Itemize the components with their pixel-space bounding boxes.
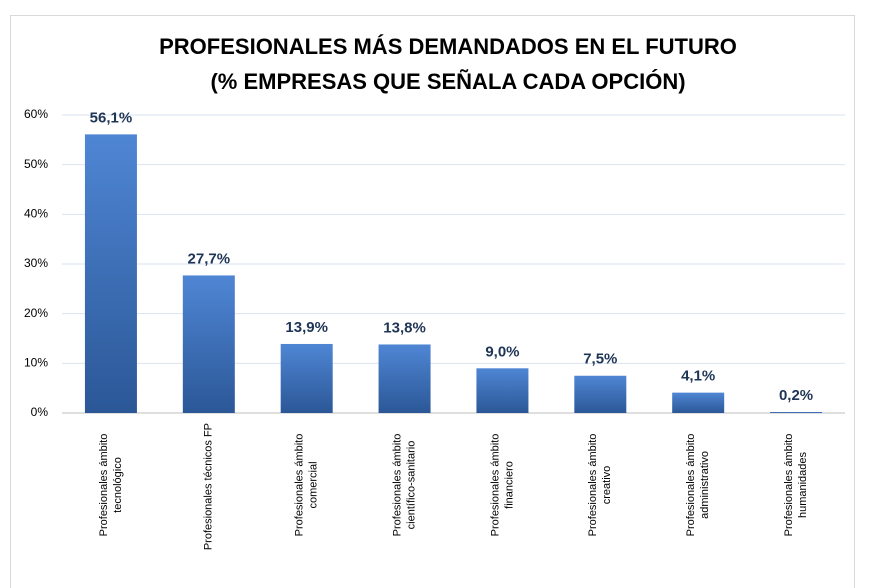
data-label: 9,0% xyxy=(485,343,519,360)
y-tick-label: 20% xyxy=(24,306,48,320)
data-label: 56,1% xyxy=(90,109,133,126)
x-tick-label: Profesionales técnicos FP xyxy=(203,423,215,550)
bar xyxy=(84,134,137,413)
x-tick-label: Profesionales ámbito xyxy=(489,434,501,537)
x-tick-label: tecnológico xyxy=(112,457,124,513)
chart-title: PROFESIONALES MÁS DEMANDADOS EN EL FUTUR… xyxy=(159,34,737,59)
data-label: 13,8% xyxy=(383,319,426,336)
y-tick-label: 10% xyxy=(24,356,48,370)
x-tick-label: Profesionales ámbito xyxy=(587,434,599,537)
x-tick-label: Profesionales ámbito xyxy=(391,434,403,537)
data-label: 27,7% xyxy=(188,250,231,267)
x-tick-label: administrativo xyxy=(699,451,711,519)
x-tick-label: Profesionales ámbito xyxy=(294,434,306,537)
x-tick-label: humanidades xyxy=(797,451,809,518)
y-tick-label: 30% xyxy=(24,256,48,270)
x-tick-label: científico-sanitario xyxy=(405,441,417,530)
y-tick-label: 40% xyxy=(24,207,48,221)
bar xyxy=(280,343,333,413)
x-tick-label: financiero xyxy=(503,461,515,509)
bar xyxy=(574,375,627,413)
data-label: 0,2% xyxy=(779,387,813,404)
bar xyxy=(476,368,529,413)
y-tick-label: 60% xyxy=(24,107,48,121)
y-tick-label: 0% xyxy=(31,405,49,419)
data-label: 7,5% xyxy=(583,351,617,368)
bar xyxy=(378,344,431,413)
x-tick-label: Profesionales ámbito xyxy=(685,434,697,537)
x-tick-label: Profesionales ámbito xyxy=(98,434,110,537)
data-label: 13,9% xyxy=(285,319,328,336)
data-label: 4,1% xyxy=(681,368,715,385)
bar xyxy=(182,275,235,413)
bar xyxy=(770,412,823,413)
x-tick-label: comercial xyxy=(308,461,320,508)
chart-subtitle: (% EMPRESAS QUE SEÑALA CADA OPCIÓN) xyxy=(210,69,685,94)
bar xyxy=(672,392,725,413)
y-tick-label: 50% xyxy=(24,157,48,171)
chart-frame xyxy=(10,15,855,588)
x-tick-label: creativo xyxy=(601,466,613,505)
x-tick-label: Profesionales ámbito xyxy=(783,434,795,537)
